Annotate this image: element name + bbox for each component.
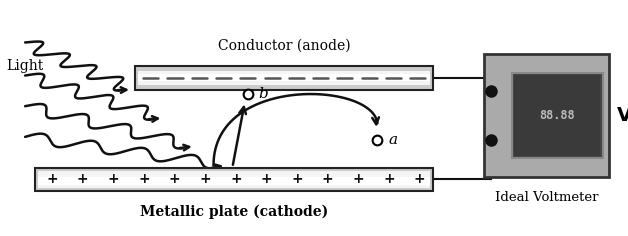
- Text: +: +: [77, 172, 89, 186]
- Text: +: +: [261, 172, 273, 186]
- Text: +: +: [414, 172, 425, 186]
- Text: +: +: [352, 172, 364, 186]
- Text: +: +: [138, 172, 150, 186]
- Text: 88.88: 88.88: [539, 109, 575, 122]
- Text: +: +: [107, 172, 119, 186]
- Text: Metallic plate (cathode): Metallic plate (cathode): [140, 204, 328, 219]
- Bar: [512, 73, 603, 158]
- Bar: [35, 168, 433, 191]
- Bar: [484, 54, 609, 177]
- Bar: [38, 171, 430, 188]
- Text: V: V: [617, 106, 628, 125]
- Text: Conductor (anode): Conductor (anode): [218, 39, 350, 53]
- Bar: [38, 177, 430, 185]
- Bar: [138, 71, 430, 85]
- Bar: [138, 74, 430, 81]
- Text: Ideal Voltmeter: Ideal Voltmeter: [495, 191, 598, 204]
- Text: +: +: [322, 172, 333, 186]
- Text: +: +: [230, 172, 242, 186]
- Text: Light: Light: [6, 59, 43, 73]
- Text: +: +: [46, 172, 58, 186]
- Text: b: b: [259, 87, 269, 101]
- Bar: [135, 66, 433, 90]
- Bar: [514, 75, 600, 156]
- Text: +: +: [199, 172, 211, 186]
- Text: +: +: [383, 172, 395, 186]
- Text: a: a: [388, 133, 398, 148]
- Text: +: +: [169, 172, 180, 186]
- Text: +: +: [291, 172, 303, 186]
